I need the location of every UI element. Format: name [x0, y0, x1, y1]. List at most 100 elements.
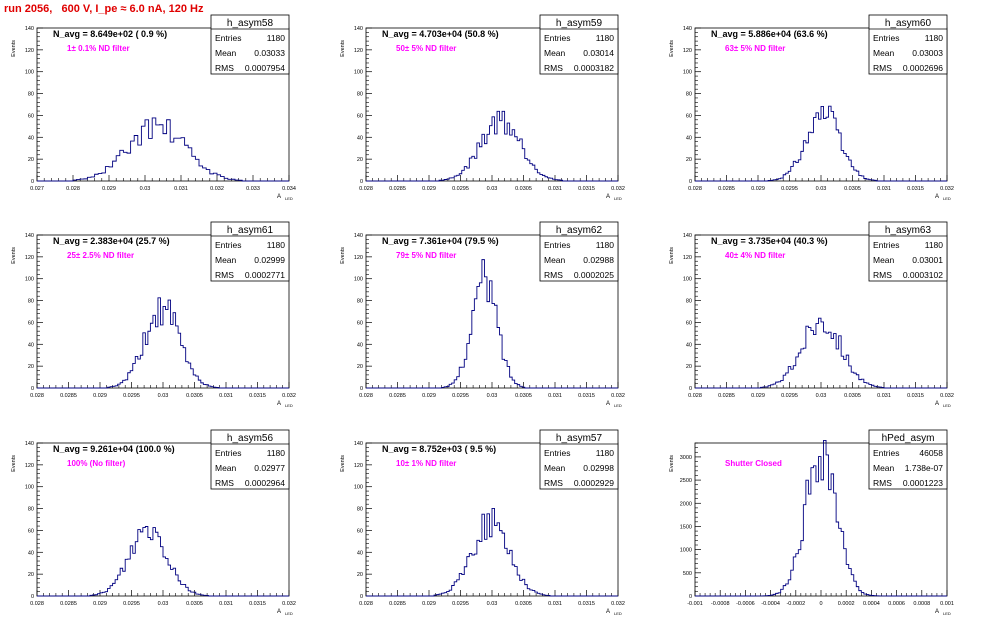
y-tick-label: 120	[354, 255, 363, 261]
x-tick-label: 0.029	[751, 393, 765, 399]
stat-value: 46058	[919, 448, 943, 458]
x-tick-label: 0.028	[359, 186, 373, 192]
stat-value: 0.0002964	[245, 478, 285, 488]
run-title: run 2056, 600 V, I_pe ≈ 6.0 nA, 120 Hz	[4, 3, 204, 15]
x-tick-label: 0.0305	[515, 393, 532, 399]
y-tick-label: 80	[357, 507, 363, 513]
x-tick-label: 0.0315	[907, 186, 924, 192]
stat-value: 0.0002771	[245, 270, 285, 280]
x-tick-label: 0.029	[422, 186, 436, 192]
y-tick-label: 40	[686, 135, 692, 141]
y-tick-label: 20	[686, 157, 692, 163]
y-tick-label: 140	[683, 233, 692, 239]
x-tick-label: 0.0285	[389, 393, 406, 399]
x-tick-label: 0.0305	[844, 186, 861, 192]
histogram-panel-h_asym63: 0.028 0.0285 0.029 0.0295 0.03 0.0305 0.031 0.0…	[669, 221, 954, 408]
histogram-panel-h_asym60: 0.028 0.0285 0.029 0.0295 0.03 0.0305 0.031 0.0…	[669, 14, 954, 201]
x-tick-label: 0.0305	[515, 186, 532, 192]
stat-value: 0.0007954	[245, 63, 285, 73]
x-tick-label: 0.0285	[718, 393, 735, 399]
y-tick-label: 80	[686, 92, 692, 98]
y-tick-label: 60	[28, 113, 34, 119]
y-tick-label: 120	[683, 48, 692, 54]
x-tick-label: -0.0002	[786, 601, 805, 607]
x-axis-title: A	[606, 609, 610, 615]
histogram-series	[695, 317, 947, 389]
stat-label: Entries	[544, 448, 570, 458]
x-tick-label: 0.031	[548, 186, 562, 192]
stat-value: 1180	[267, 33, 286, 43]
stat-value: 0.0003182	[574, 63, 614, 73]
y-tick-label: 0	[689, 386, 692, 392]
x-tick-label: 0.029	[93, 393, 107, 399]
y-tick-label: 120	[25, 48, 34, 54]
navg-label: N_avg = 8.752e+03 ( 9.5 %)	[382, 444, 496, 454]
x-tick-label: 0.03	[140, 186, 151, 192]
x-tick-label: 0.031	[548, 393, 562, 399]
y-tick-label: 120	[354, 48, 363, 54]
filter-note: 50± 5% ND filter	[396, 44, 456, 53]
stat-label: Entries	[544, 240, 570, 250]
stat-label: Entries	[873, 33, 899, 43]
x-tick-label: 0.029	[422, 601, 436, 607]
y-tick-label: 20	[686, 364, 692, 370]
x-axis-subscript: LED	[943, 196, 951, 201]
stat-value: 1180	[596, 448, 615, 458]
histogram-title: h_asym61	[227, 225, 274, 236]
x-tick-label: 0.0305	[186, 601, 203, 607]
x-axis-subscript: LED	[943, 403, 951, 408]
stat-value: 0.02999	[254, 255, 285, 265]
y-tick-label: 2000	[680, 501, 692, 507]
y-tick-label: 20	[357, 157, 363, 163]
x-tick-label: 0.0295	[781, 393, 798, 399]
plot-frame	[36, 27, 290, 182]
x-tick-label: 0.031	[219, 601, 233, 607]
filter-note: 79± 5% ND filter	[396, 251, 456, 260]
x-tick-label: 0.032	[611, 393, 625, 399]
stat-value: 1180	[596, 33, 615, 43]
x-tick-label: 0.0315	[578, 601, 595, 607]
histogram-series	[366, 507, 618, 597]
stat-value: 0.03003	[912, 48, 943, 58]
x-tick-label: 0.0305	[186, 393, 203, 399]
stat-label: Mean	[544, 255, 566, 265]
stat-label: RMS	[215, 63, 234, 73]
histogram-series	[366, 110, 618, 182]
histogram-series	[695, 439, 947, 597]
x-tick-label: -0.0004	[761, 601, 780, 607]
y-tick-label: 140	[354, 26, 363, 32]
y-tick-label: 0	[360, 179, 363, 185]
histogram-series	[37, 526, 289, 597]
x-tick-label: 0.03	[487, 601, 498, 607]
histogram-panel-h_asym56: 0.028 0.0285 0.029 0.0295 0.03 0.0305 0.031 0.0…	[11, 429, 296, 616]
x-tick-label: 0.032	[611, 186, 625, 192]
stat-value: 0.02988	[583, 255, 614, 265]
stat-value: 0.0001223	[903, 478, 943, 488]
filter-note: 10± 1% ND filter	[396, 459, 456, 468]
x-tick-label: 0.027	[30, 186, 44, 192]
stat-value: 0.02977	[254, 463, 285, 473]
navg-label: N_avg = 5.886e+04 (63.6 %)	[711, 29, 828, 39]
stat-label: RMS	[544, 478, 563, 488]
filter-note: 25± 2.5% ND filter	[67, 251, 134, 260]
y-tick-label: 120	[25, 255, 34, 261]
y-axis-title: Events	[669, 455, 675, 472]
x-tick-label: 0.03	[158, 601, 169, 607]
stats-box	[539, 429, 619, 490]
x-tick-label: 0.0008	[913, 601, 930, 607]
x-tick-label: 0.032	[611, 601, 625, 607]
stat-value: 0.0002025	[574, 270, 614, 280]
y-tick-label: 60	[28, 320, 34, 326]
y-axis-title: Events	[340, 455, 346, 472]
x-tick-label: 0.0006	[888, 601, 905, 607]
x-axis-title: A	[935, 194, 939, 200]
histogram-panel-h_asym57: 0.028 0.0285 0.029 0.0295 0.03 0.0305 0.031 0.0…	[340, 429, 625, 616]
stat-label: RMS	[873, 270, 892, 280]
stat-value: 1180	[925, 33, 944, 43]
filter-note: 40± 4% ND filter	[725, 251, 785, 260]
x-axis-title: A	[606, 194, 610, 200]
y-tick-label: 1000	[680, 548, 692, 554]
stat-label: Mean	[544, 48, 566, 58]
x-tick-label: 0.029	[751, 186, 765, 192]
